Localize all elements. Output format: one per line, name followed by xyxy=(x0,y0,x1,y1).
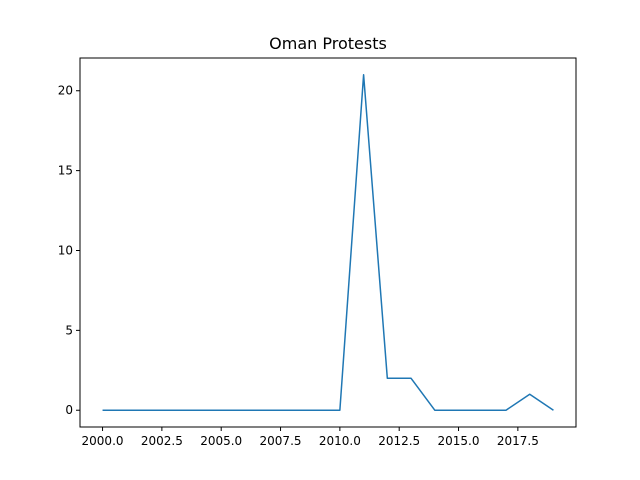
y-tick-label: 20 xyxy=(58,84,73,98)
x-tick-label: 2005.0 xyxy=(200,434,242,448)
y-tick-label: 10 xyxy=(58,243,73,257)
y-tick-label: 0 xyxy=(65,403,73,417)
y-tick-label: 5 xyxy=(65,323,73,337)
x-tick-label: 2015.0 xyxy=(438,434,480,448)
axes-frame xyxy=(79,57,577,428)
chart-title: Oman Protests xyxy=(269,34,387,53)
plot-area: 2000.0 2002.5 2005.0 2007.5 2010.0 2012.5 2015… xyxy=(58,74,554,448)
x-tick-label: 2017.5 xyxy=(497,434,539,448)
series-line xyxy=(102,74,554,411)
x-tick-label: 2002.5 xyxy=(141,434,183,448)
x-tick-label: 2010.0 xyxy=(319,434,361,448)
x-tick-label: 2007.5 xyxy=(260,434,302,448)
x-tick-label: 2000.0 xyxy=(82,434,124,448)
y-tick-label: 15 xyxy=(58,164,73,178)
x-tick-label: 2012.5 xyxy=(378,434,420,448)
